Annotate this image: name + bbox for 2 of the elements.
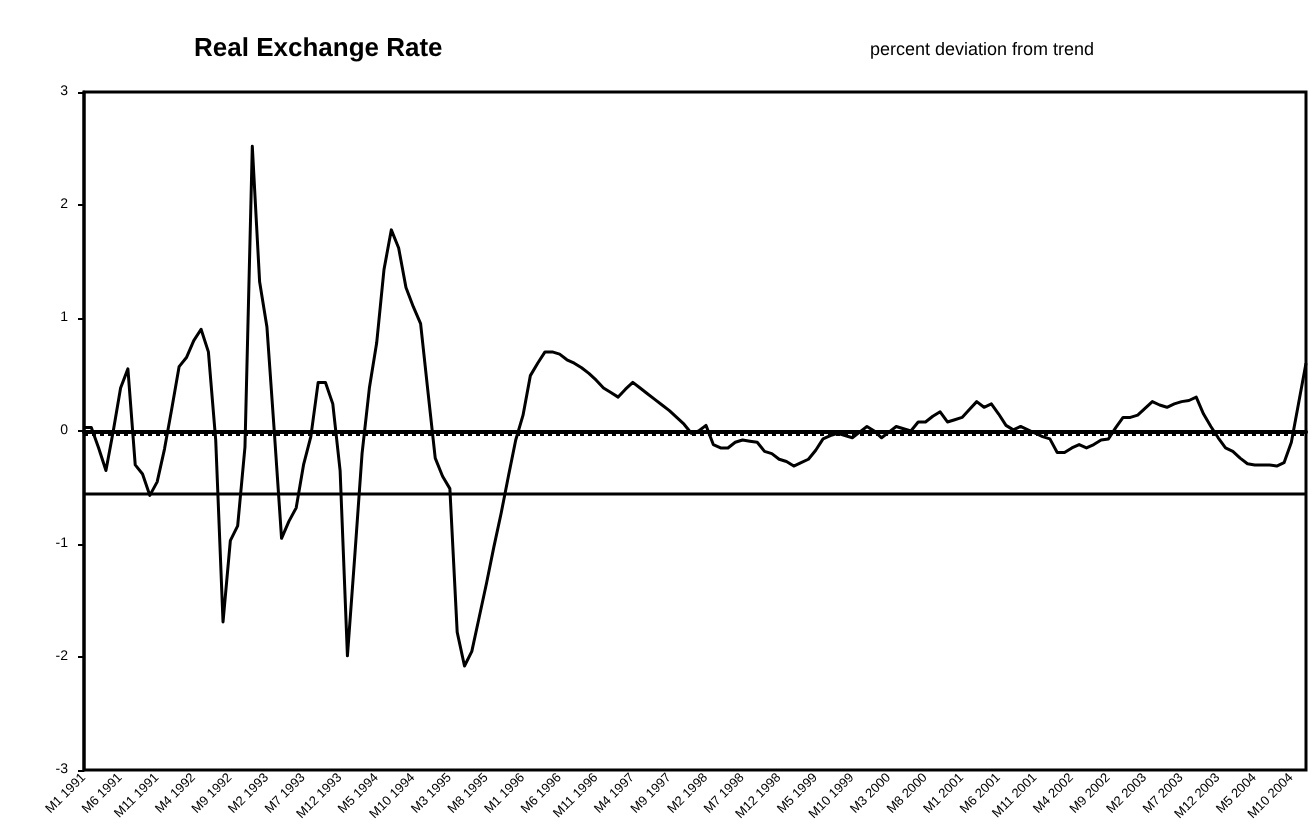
chart-subtitle: percent deviation from trend bbox=[870, 39, 1095, 59]
chart-title: Real Exchange Rate bbox=[194, 32, 443, 62]
